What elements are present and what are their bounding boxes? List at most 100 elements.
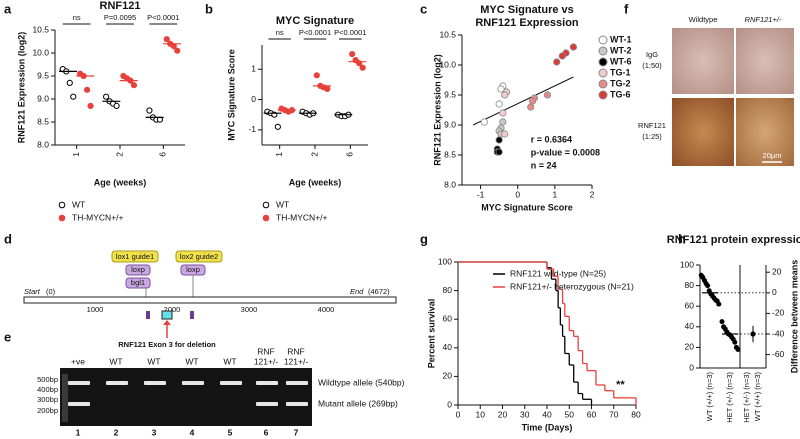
site-label: loxp	[131, 265, 145, 274]
ladder	[62, 374, 68, 422]
end-pos: (4672)	[368, 287, 390, 296]
band-label: Wildtype allele (540bp)	[318, 377, 405, 387]
y-tick-label: 40	[685, 321, 695, 331]
significance-label: ns	[276, 28, 284, 37]
row-label: RNF121	[638, 121, 666, 130]
data-point	[480, 118, 488, 126]
legend-marker	[262, 214, 270, 222]
x-tick-label: 20	[498, 409, 508, 419]
legend-label: WT-1	[610, 34, 632, 44]
micrograph	[736, 28, 794, 94]
y-tick-label: -20	[772, 308, 785, 318]
chart-title: MYC Signature	[276, 15, 354, 27]
data-point	[495, 136, 503, 144]
ladder-label: 500bp	[37, 375, 58, 384]
legend-label: TH-MYCN+/+	[72, 212, 124, 222]
lane-label: WT	[185, 356, 198, 366]
significance-label: P<0.0001	[334, 28, 366, 37]
y-axis-label: RNF121 Expression (log2)	[16, 32, 26, 144]
data-point	[528, 97, 537, 105]
data-point	[313, 72, 320, 79]
chart-title: RNF121 Expression	[475, 17, 579, 29]
x-tick-label: 1	[71, 152, 81, 157]
gel: +ve WT WT WT WT RNF 121+/- RNF 121+/- 50…	[37, 346, 404, 437]
data-point	[66, 79, 73, 87]
sequence-bar	[23, 296, 397, 304]
panel-letter: a	[4, 1, 12, 16]
y-tick-label: 9.0	[444, 119, 456, 129]
data-point	[499, 109, 507, 117]
site-box	[125, 277, 151, 289]
band	[286, 402, 308, 406]
data-point	[553, 58, 561, 66]
x-axis-label: Age (weeks)	[94, 177, 147, 187]
legend-label: RNF121 wild-type (N=25)	[510, 268, 606, 278]
data-point	[146, 107, 153, 114]
row-label: IgG	[646, 50, 658, 59]
micrograph	[672, 28, 734, 94]
band	[286, 381, 308, 385]
legend-marker	[598, 46, 608, 56]
legend-marker	[598, 90, 608, 100]
y-tick-label: 60	[443, 313, 453, 323]
micrograph	[672, 98, 734, 166]
x-tick-label: 70	[609, 409, 619, 419]
scale-bar-label: 20µm	[763, 151, 782, 160]
y-axis-label: Percent survival	[426, 299, 436, 369]
y-tick-label: 9.0	[37, 93, 49, 103]
scale-label: 3000	[241, 305, 258, 314]
legend-label: RNF121+/- heterozygous (N=21)	[510, 281, 634, 291]
y-tick-label: 20	[443, 371, 453, 381]
start-label: Start	[24, 287, 41, 296]
legend-marker	[598, 79, 608, 89]
y2-axis-label: Difference between means	[789, 260, 799, 374]
y-tick-label: 8.0	[37, 139, 49, 149]
lane-label: RNF	[287, 346, 304, 356]
x-tick-label: 80	[631, 409, 641, 419]
data-point	[274, 123, 281, 130]
y-tick-label: -1	[248, 124, 256, 134]
legend-label: WT	[72, 199, 85, 209]
data-point	[87, 102, 94, 110]
construct-diagram: lox1 guide1 lox2 guide2 loxp bgl1 loxp S…	[23, 250, 397, 349]
exon-target	[161, 310, 173, 320]
ladder-label: 400bp	[37, 385, 58, 394]
y-tick-label: 8.0	[444, 179, 456, 189]
data-point	[735, 346, 741, 352]
y-tick-label: 10.5	[439, 29, 456, 39]
legend-marker	[598, 68, 608, 78]
data-point	[70, 93, 77, 100]
scale-label: 1000	[87, 305, 104, 314]
stat-label: r = 0.6364	[531, 134, 572, 144]
significance-label: P=0.0095	[104, 13, 136, 22]
legend-label: WT	[276, 199, 289, 209]
lane-number: 6	[264, 427, 269, 437]
end-label: End	[350, 287, 364, 296]
guide-box	[175, 250, 223, 263]
legend-label: TG-6	[610, 89, 631, 99]
y-tick-label: 40	[443, 342, 453, 352]
data-point	[497, 85, 505, 93]
data-point	[527, 103, 535, 111]
significance-label: ns	[73, 13, 81, 22]
legend-marker	[58, 214, 66, 222]
y-tick-label: 10.0	[32, 47, 49, 57]
x-tick-label: 6	[345, 152, 355, 157]
data-point	[558, 52, 566, 60]
chart-title: MYC Signature vs	[480, 4, 574, 16]
y-tick-label: 0	[251, 94, 256, 104]
lane-number: 1	[76, 427, 81, 437]
band	[182, 381, 204, 385]
legend-marker	[598, 57, 608, 67]
panel-letter: b	[205, 1, 213, 16]
lane-label: 121+/-	[254, 356, 279, 366]
y-tick-label: 10.5	[32, 24, 49, 34]
y-tick-label: 1	[251, 63, 256, 73]
scale-label: 4000	[318, 305, 335, 314]
difference-point	[750, 331, 756, 337]
stat-label: n = 24	[531, 160, 557, 170]
y-tick-label: 0	[447, 399, 452, 409]
exon	[190, 311, 194, 319]
row-label: (1:50)	[642, 61, 662, 70]
